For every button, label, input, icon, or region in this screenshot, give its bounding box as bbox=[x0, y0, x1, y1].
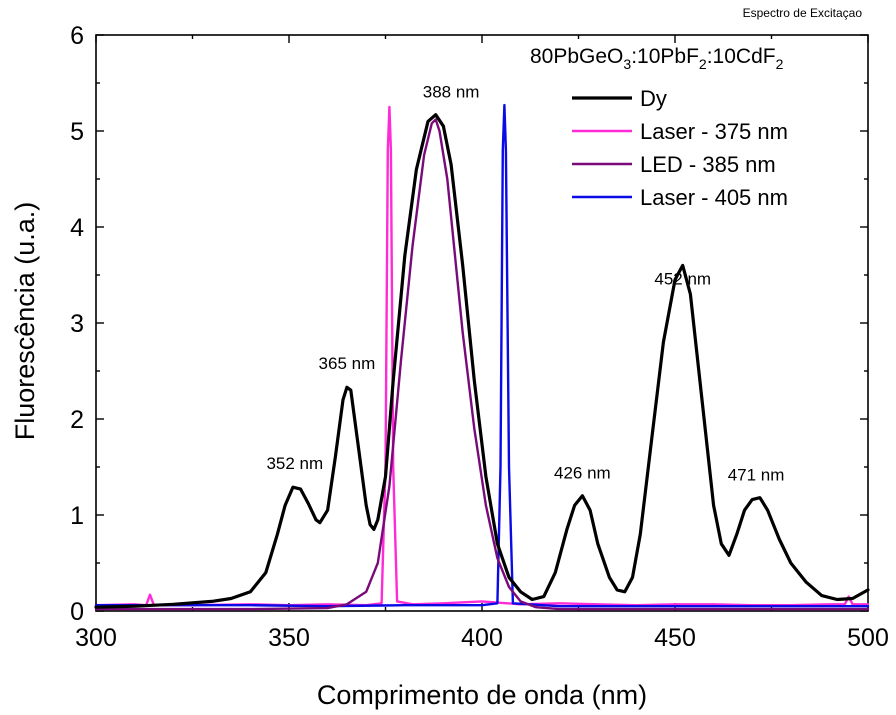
peak-annotation: 452 nm bbox=[654, 270, 711, 289]
annotations-layer: 352 nm 365 nm 388 nm 426 nm 452 nm 471 nm bbox=[266, 82, 784, 484]
legend-label: LED - 385 nm bbox=[640, 152, 776, 177]
peak-annotation: 426 nm bbox=[554, 464, 611, 483]
series-layer bbox=[94, 103, 870, 611]
y-axis-title: Fluorescência (u.a.) bbox=[10, 202, 40, 441]
corner-label: Espectro de Excitaçao bbox=[743, 6, 863, 20]
x-axis-title: Comprimento de onda (nm) bbox=[317, 680, 647, 710]
peak-annotation: 471 nm bbox=[728, 465, 785, 484]
series-line-laser-375-nm bbox=[94, 105, 870, 607]
legend-label: Laser - 405 nm bbox=[640, 185, 788, 210]
x-tick-label: 500 bbox=[847, 624, 889, 652]
peak-annotation: 352 nm bbox=[266, 454, 323, 473]
axes-layer: 300 350 400 450 500 0 1 2 3 4 5 6 bbox=[70, 22, 889, 652]
y-tick-label: 3 bbox=[70, 310, 84, 338]
x-tick-label: 300 bbox=[75, 624, 117, 652]
peak-annotation: 388 nm bbox=[423, 82, 480, 101]
series-line-led-385-nm bbox=[94, 118, 870, 611]
y-tick-label: 1 bbox=[70, 502, 84, 530]
y-tick-label: 4 bbox=[70, 214, 84, 242]
legend-label: Laser - 375 nm bbox=[640, 119, 788, 144]
y-tick-label: 6 bbox=[70, 22, 84, 50]
series-line-laser-405-nm bbox=[94, 103, 870, 608]
y-tick-label: 5 bbox=[70, 118, 84, 146]
x-tick-label: 350 bbox=[268, 624, 310, 652]
legend: Dy Laser - 375 nm LED - 385 nm Laser - 405 … bbox=[572, 86, 788, 210]
legend-label: Dy bbox=[640, 86, 667, 111]
x-tick-label: 450 bbox=[654, 624, 696, 652]
peak-annotation: 365 nm bbox=[319, 354, 376, 373]
sample-composition-label: 80PbGeO3:10PbF2:10CdF2 bbox=[530, 45, 784, 72]
y-tick-label: 0 bbox=[70, 598, 84, 626]
series-line-dy bbox=[94, 113, 870, 609]
x-tick-label: 400 bbox=[461, 624, 503, 652]
y-tick-label: 2 bbox=[70, 406, 84, 434]
